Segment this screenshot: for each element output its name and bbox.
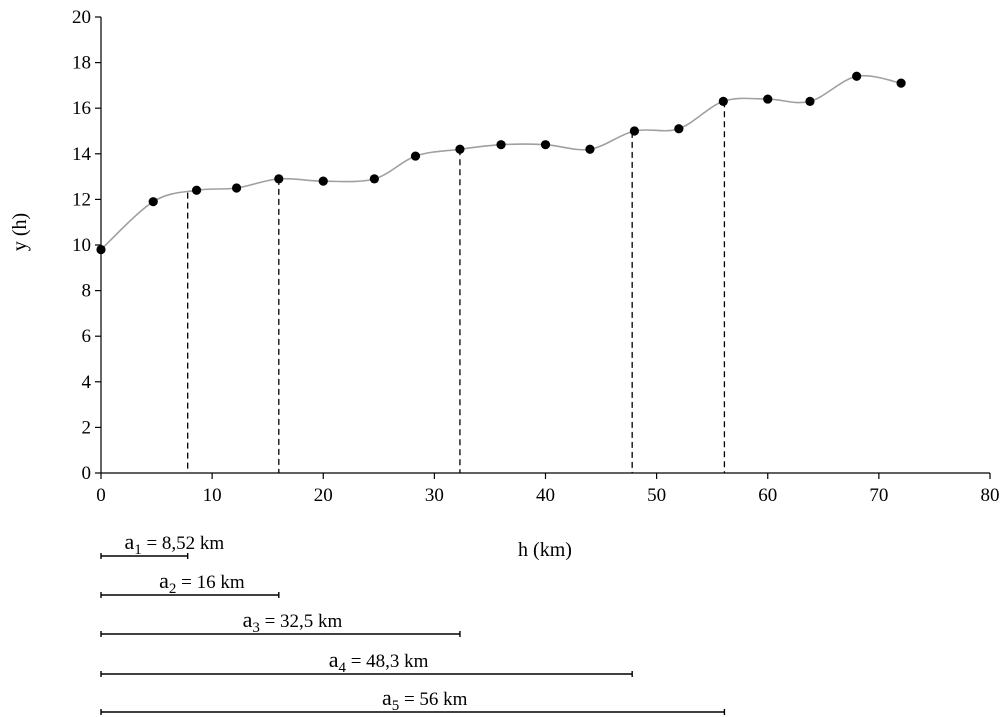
data-point: [148, 197, 158, 207]
data-point: [369, 174, 379, 184]
data-point: [540, 140, 551, 150]
data-point: [852, 71, 862, 81]
marker-dash-lines: [187, 101, 726, 473]
y-tick-label: 14: [72, 144, 92, 165]
range-label: a2 = 16 km: [159, 568, 245, 597]
x-tick-label: 70: [869, 485, 888, 506]
data-point: [718, 96, 728, 106]
data-points: [96, 71, 906, 255]
data-point: [629, 126, 640, 136]
data-point: [274, 174, 284, 184]
y-ticks: 0 2 4 6 8 10 12 14 16 18 20: [72, 7, 101, 484]
data-point: [496, 140, 506, 150]
data-point: [805, 96, 815, 106]
y-tick-label: 2: [82, 417, 92, 438]
y-tick-label: 20: [72, 7, 91, 28]
x-tick-label: 0: [96, 485, 106, 506]
y-tick-label: 10: [72, 235, 91, 256]
x-tick-label: 20: [314, 485, 333, 506]
y-tick-label: 12: [72, 189, 91, 210]
range-label: a4 = 48,3 km: [329, 647, 429, 676]
data-point: [585, 144, 595, 154]
y-tick-label: 0: [82, 463, 92, 484]
y-tick-label: 8: [82, 281, 92, 302]
x-tick-label: 40: [536, 485, 555, 506]
x-tick-label: 30: [425, 485, 444, 506]
y-axis-title: y (h): [9, 213, 31, 251]
y-tick-label: 4: [82, 372, 92, 393]
data-point: [410, 151, 421, 161]
y-tick-label: 16: [72, 98, 91, 119]
x-tick-label: 10: [203, 485, 222, 506]
data-point: [191, 185, 202, 195]
data-point: [674, 124, 684, 134]
data-point: [763, 94, 773, 104]
x-tick-label: 50: [647, 485, 666, 506]
range-label: a3 = 32,5 km: [243, 607, 343, 636]
axes: [100, 17, 990, 474]
y-tick-label: 6: [82, 326, 92, 347]
range-label: a1 = 8,52 km: [124, 529, 224, 558]
data-point: [455, 144, 465, 154]
data-point: [318, 176, 328, 186]
x-ticks: 0 10 20 30 40 50 60 70 80: [96, 473, 1000, 506]
x-tick-label: 80: [981, 485, 1000, 506]
range-brackets: a1 = 8,52 km a2 = 16 km a3 = 32,5 km a4 = 4…: [100, 529, 726, 715]
data-point: [896, 78, 906, 88]
series-line: [100, 74, 902, 251]
y-tick-label: 18: [72, 53, 91, 74]
x-tick-label: 60: [758, 485, 777, 506]
data-point: [96, 244, 106, 255]
range-label: a5 = 56 km: [382, 685, 468, 714]
data-point: [231, 183, 242, 193]
x-axis-title: h (km): [518, 539, 572, 561]
